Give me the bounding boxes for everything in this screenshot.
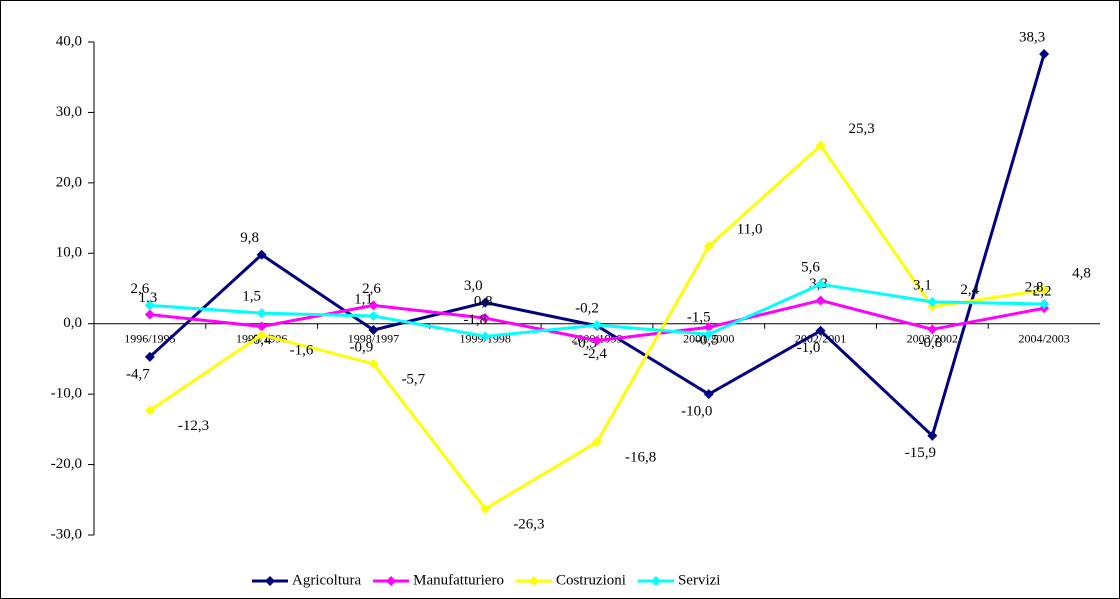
y-tick-label: -30,0 [51, 526, 82, 542]
marker [368, 310, 379, 321]
legend-marker [528, 576, 539, 586]
data-label: 11,0 [737, 222, 763, 238]
data-label: -2,4 [583, 346, 607, 362]
marker [703, 322, 714, 333]
data-label: -1,6 [290, 342, 314, 358]
data-label: -0,8 [918, 335, 942, 351]
marker [703, 241, 714, 252]
data-label: 1,5 [242, 289, 261, 305]
marker [256, 308, 267, 319]
y-tick-label: 10,0 [56, 245, 82, 261]
data-label: -4,7 [126, 366, 150, 382]
marker [592, 320, 602, 331]
data-label: -1,0 [797, 340, 821, 356]
marker [368, 300, 379, 311]
data-label: 2,6 [362, 281, 381, 297]
marker [144, 405, 155, 416]
data-label: -0,2 [575, 301, 599, 317]
data-label: 9,8 [240, 230, 259, 246]
marker [480, 313, 491, 324]
marker [815, 325, 826, 336]
y-tick-label: 20,0 [56, 174, 82, 190]
legend-marker [265, 576, 275, 586]
marker [256, 329, 267, 340]
data-label: 3,1 [913, 277, 932, 293]
marker [1039, 48, 1050, 59]
marker [815, 140, 826, 151]
marker [368, 325, 379, 336]
data-label: -26,3 [513, 516, 544, 532]
legend-label: Agricoltura [292, 572, 361, 588]
y-tick-label: -10,0 [51, 386, 82, 402]
data-label: -16,8 [625, 449, 656, 465]
data-label: -10,0 [681, 404, 712, 420]
marker [703, 329, 714, 340]
marker [1039, 284, 1050, 295]
marker [815, 295, 826, 306]
legend-marker [386, 576, 397, 586]
legend-label: Servizi [678, 572, 721, 588]
data-label: -1,8 [463, 312, 487, 328]
data-label: 25,3 [849, 121, 875, 137]
x-tick-label: 2003/2002 [907, 331, 958, 345]
legend-marker [650, 576, 661, 586]
data-label: 2,8 [1025, 279, 1044, 295]
x-tick-label: 2004/2003 [1018, 331, 1069, 345]
x-tick-label: 1996/1995 [124, 331, 175, 345]
marker [703, 389, 714, 400]
data-label: 38,3 [1019, 29, 1045, 45]
data-label: -0,9 [350, 339, 374, 355]
y-tick-label: 0,0 [63, 315, 82, 331]
marker [144, 351, 155, 362]
marker [480, 331, 491, 342]
marker [368, 358, 379, 369]
data-label: -1,5 [687, 310, 711, 326]
marker [480, 503, 491, 514]
marker [480, 297, 491, 308]
data-label: 0,8 [474, 294, 493, 310]
marker [927, 430, 938, 441]
data-label: 2,6 [131, 281, 150, 297]
marker [144, 300, 155, 311]
marker [256, 249, 267, 260]
legend-label: Costruzioni [556, 572, 626, 588]
marker [1039, 298, 1050, 309]
x-tick-label: 1998/1997 [348, 331, 399, 345]
marker [592, 437, 602, 448]
data-label: 5,6 [801, 260, 820, 276]
y-tick-label: 30,0 [56, 104, 82, 120]
data-label: -5,7 [401, 371, 425, 387]
data-label: -0,5 [695, 333, 719, 349]
legend-label: Manufatturiero [413, 572, 504, 588]
data-label: -15,9 [905, 445, 936, 461]
y-tick-label: -20,0 [51, 456, 82, 472]
marker [927, 296, 938, 307]
data-label: -12,3 [178, 418, 209, 434]
marker [144, 309, 155, 320]
marker [256, 321, 267, 332]
data-label: 3,0 [464, 278, 483, 294]
data-label: 1,3 [139, 290, 158, 306]
marker [927, 324, 938, 335]
data-label: 1,1 [354, 291, 373, 307]
data-label: 2,4 [960, 282, 979, 298]
y-tick-label: 40,0 [56, 33, 82, 49]
marker [592, 335, 602, 346]
marker [815, 279, 826, 290]
data-label: 4,8 [1072, 265, 1091, 281]
